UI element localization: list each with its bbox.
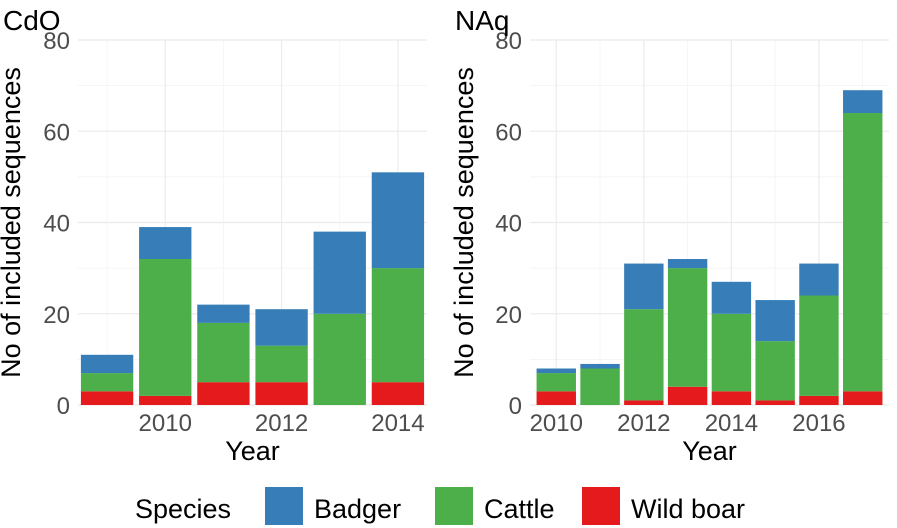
panel2-xtick-label: 2016	[792, 410, 845, 437]
panel2-bar-badger-2016	[799, 263, 839, 296]
panel1-bar-badger-2009	[80, 354, 134, 374]
panel1-xtick-label: 2010	[139, 410, 192, 437]
legend-label-cattle: Cattle	[484, 494, 555, 524]
panel2-bar-badger-2017	[843, 90, 883, 113]
panel1-ytick-label: 20	[43, 302, 70, 329]
panel2-yaxis-title: No of included sequences	[449, 67, 479, 378]
panel1-bar-wild-boar-2011	[197, 382, 250, 405]
panel1-ytick-label: 40	[43, 211, 70, 238]
panel2-ytick-label: 20	[495, 302, 522, 329]
panel1-bar-badger-2010	[139, 227, 192, 259]
panel2-bar-badger-2012	[624, 263, 664, 310]
legend: Species Badger Cattle Wild boar	[0, 484, 897, 528]
panel1-bar-wild-boar-2014	[371, 382, 425, 405]
legend-swatch-wild-boar	[582, 487, 620, 525]
panel2-bar-wild-boar-2014	[711, 391, 752, 405]
panel2-ytick-label: 0	[509, 393, 522, 420]
panel1-bar-cattle-2009	[80, 373, 134, 392]
panel1-bar-badger-2011	[197, 304, 250, 323]
panel2-xtick-label: 2010	[530, 410, 583, 437]
panel1-bar-cattle-2014	[371, 268, 425, 383]
panel2-bar-wild-boar-2015	[755, 400, 795, 405]
panel1-bar-cattle-2011	[197, 322, 250, 383]
panel1-xaxis-title: Year	[225, 436, 280, 466]
panel1-yaxis-title: No of included sequences	[0, 67, 26, 378]
panel1-xtick-label: 2012	[255, 410, 308, 437]
panel2-bar-badger-2014	[711, 281, 752, 314]
legend-label-badger: Badger	[314, 494, 402, 524]
panel2-ytick-label: 60	[495, 119, 522, 146]
panel2-bar-cattle-2017	[843, 113, 883, 392]
legend-swatch-badger	[265, 487, 303, 525]
panel1-ytick-label: 0	[57, 393, 70, 420]
panel2-ytick-label: 40	[495, 211, 522, 238]
panel2-bar-cattle-2013	[667, 268, 708, 387]
panel1-bar-cattle-2010	[139, 259, 192, 396]
panel1-bar-badger-2014	[371, 172, 425, 269]
panel2-bar-wild-boar-2012	[624, 400, 664, 405]
panel2-bar-cattle-2011	[580, 368, 620, 405]
panel2-title: NAq	[455, 5, 509, 36]
panel2-bar-wild-boar-2013	[667, 386, 708, 405]
panel2-bar-cattle-2016	[799, 295, 839, 396]
legend-title: Species	[135, 494, 232, 524]
panel1-title: CdO	[3, 5, 61, 36]
panel1-bar-badger-2012	[255, 309, 308, 346]
panel2-bar-wild-boar-2010	[536, 391, 576, 405]
panel2-ytick-label: 80	[495, 28, 522, 55]
panel2-bar-cattle-2010	[536, 373, 576, 392]
panel2-xtick-label: 2012	[617, 410, 670, 437]
panel2-bar-badger-2013	[667, 259, 708, 269]
panel1-bar-wild-boar-2009	[80, 391, 134, 405]
panel2-bar-cattle-2015	[755, 341, 795, 401]
panel2-bar-wild-boar-2016	[799, 395, 839, 405]
legend-label-wild-boar: Wild boar	[631, 494, 746, 524]
panel1-bar-cattle-2013	[313, 313, 366, 405]
panel2-bar-cattle-2012	[624, 309, 664, 401]
legend-swatch-cattle	[435, 487, 473, 525]
panel1-bar-wild-boar-2010	[139, 395, 192, 405]
panel1-bar-badger-2013	[313, 231, 366, 314]
panel1-ytick-label: 60	[43, 119, 70, 146]
panel1-bar-cattle-2012	[255, 345, 308, 383]
panel2-bar-wild-boar-2017	[843, 391, 883, 405]
panel2-bar-badger-2011	[580, 363, 620, 369]
panel1-bar-wild-boar-2012	[255, 382, 308, 405]
panel2-xtick-label: 2014	[705, 410, 758, 437]
panel2-xaxis-title: Year	[682, 436, 737, 466]
panel1-xtick-label: 2014	[371, 410, 424, 437]
panel2-bar-cattle-2014	[711, 313, 752, 392]
panel1-ytick-label: 80	[43, 28, 70, 55]
panel2-bar-badger-2010	[536, 368, 576, 374]
panel2-bar-badger-2015	[755, 300, 795, 342]
